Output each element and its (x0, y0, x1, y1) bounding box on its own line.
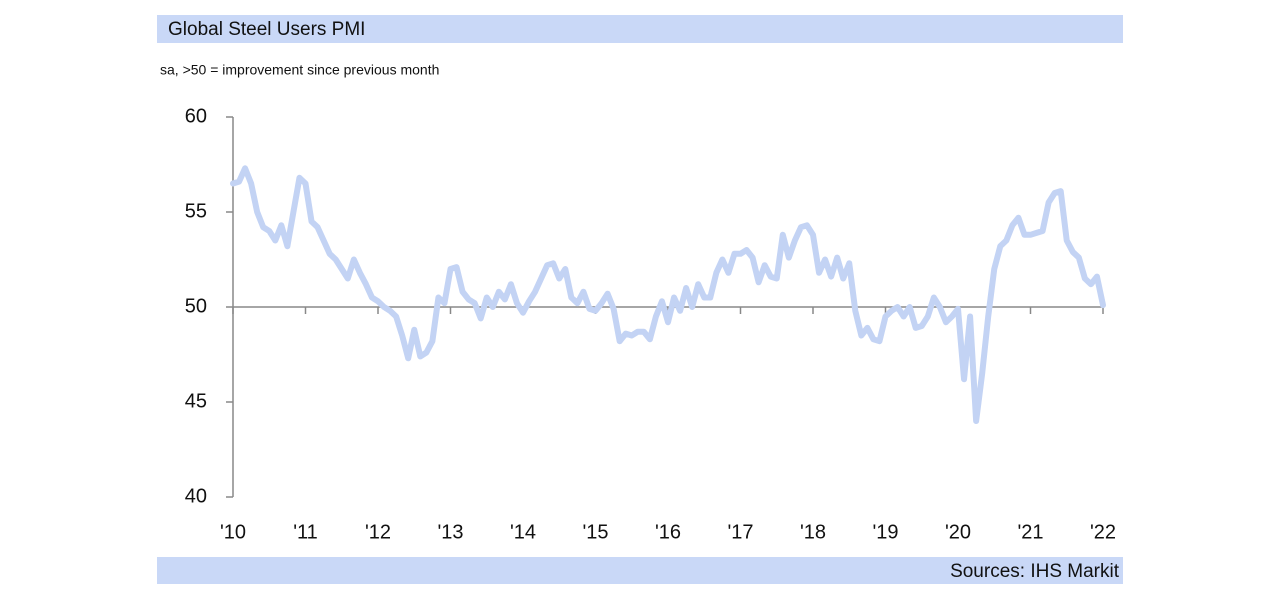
y-tick-label: 50 (185, 295, 207, 317)
chart-subtitle: sa, >50 = improvement since previous mon… (160, 62, 439, 78)
chart-title: Global Steel Users PMI (168, 19, 365, 40)
x-tick-label: '19 (872, 521, 898, 543)
source-band (157, 557, 1123, 584)
x-tick-label: '20 (945, 521, 971, 543)
x-tick-label: '22 (1090, 521, 1116, 543)
x-tick-label: '15 (582, 521, 608, 543)
x-tick-label: '18 (800, 521, 826, 543)
x-tick-label: '11 (293, 521, 318, 543)
y-tick-label: 60 (185, 105, 207, 127)
x-tick-label: '10 (220, 521, 246, 543)
y-tick-label: 55 (185, 200, 207, 222)
line (230, 165, 1106, 424)
source: Sources: IHS Markit (950, 561, 1120, 582)
title-band (157, 15, 1123, 43)
x-tick-label: '17 (727, 521, 753, 543)
x-tick-label: '16 (655, 521, 681, 543)
x-tick-label: '13 (437, 521, 463, 543)
x-tick-label: '12 (365, 521, 391, 543)
y-tick-label: 40 (185, 485, 207, 507)
x-tick-label: '21 (1017, 521, 1043, 543)
y-tick-label: 45 (185, 390, 207, 412)
x-tick-label: '14 (510, 521, 536, 543)
